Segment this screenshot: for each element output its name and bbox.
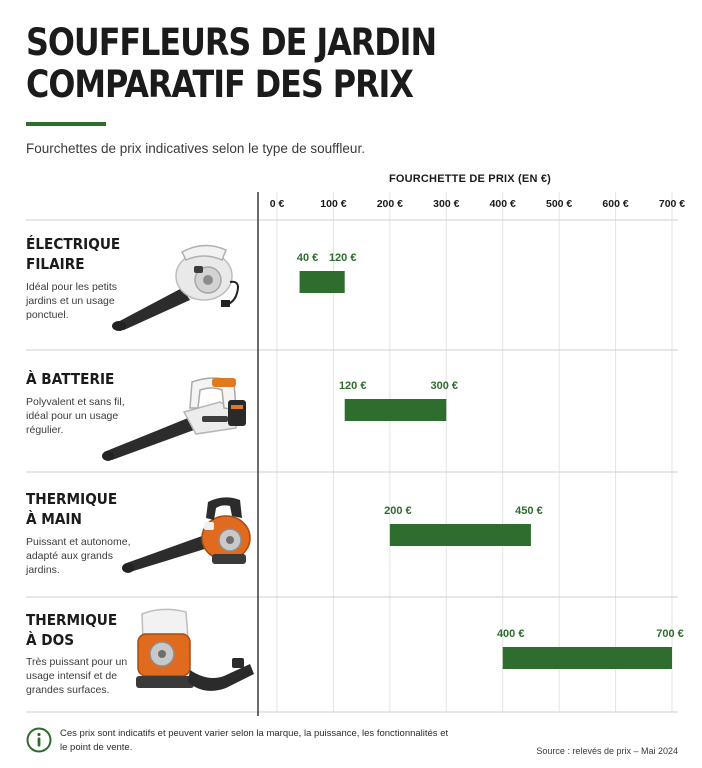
axis-title: FOURCHETTE DE PRIX (EN €) (388, 173, 552, 185)
range-bar (389, 524, 531, 546)
category-label-line: THERMIQUE (26, 611, 118, 629)
tick-label: 0 € (270, 198, 285, 210)
max-price-label: 700 € (656, 628, 684, 640)
category-label-line: THERMIQUE (26, 490, 118, 508)
category-description-gas-handheld: Puissant et autonome, adapté aux grands … (26, 536, 131, 576)
min-price-label: 200 € (384, 505, 412, 517)
min-price-label: 400 € (497, 628, 525, 640)
page-title: SOUFFLEURS DE JARDIN COMPARATIF DES PRIX (26, 21, 437, 106)
category-description-gas-backpack: Très puissant pour un usage intensif et … (26, 656, 128, 696)
subtitle: Fourchettes de prix indicatives selon le… (26, 141, 365, 156)
category-label-line: À BATTERIE (26, 370, 115, 388)
gas-blower-icon (122, 497, 251, 573)
title-accent-bar (26, 122, 106, 126)
category-label-battery: À BATTERIE (26, 369, 114, 389)
electric-blower-icon (112, 244, 239, 331)
tick-label: 400 € (490, 198, 516, 210)
category-label-gas-handheld: THERMIQUE À MAIN (26, 489, 117, 529)
tick-label: 300 € (433, 198, 459, 210)
min-price-label: 120 € (339, 380, 367, 392)
category-label-line: FILAIRE (26, 255, 85, 273)
category-label-line: À DOS (26, 631, 75, 649)
category-label-gas-backpack: THERMIQUE À DOS (26, 610, 117, 650)
source-note: Source : relevés de prix – Mai 2024 (536, 746, 678, 756)
tick-label: 100 € (320, 198, 346, 210)
backpack-blower-icon (136, 608, 254, 691)
range-bar (344, 399, 447, 421)
min-price-label: 40 € (297, 252, 318, 264)
info-icon (26, 727, 52, 753)
range-bar (299, 271, 345, 293)
max-price-label: 300 € (431, 380, 459, 392)
category-description-electric: Idéal pour les petits jardins et un usag… (26, 281, 118, 321)
battery-blower-icon (102, 377, 246, 461)
page-title-line-1: SOUFFLEURS DE JARDIN (26, 21, 437, 64)
tick-label: 200 € (377, 198, 403, 210)
footer-note: Ces prix sont indicatifs et peuvent vari… (60, 728, 449, 753)
category-label-line: ÉLECTRIQUE (26, 235, 121, 253)
category-label-line: À MAIN (26, 510, 82, 528)
page-title-line-2: COMPARATIF DES PRIX (26, 63, 414, 106)
max-price-label: 120 € (329, 252, 357, 264)
category-label-electric: ÉLECTRIQUE FILAIRE (26, 234, 120, 274)
tick-label: 600 € (602, 198, 628, 210)
max-price-label: 450 € (515, 505, 543, 517)
range-bar (502, 647, 672, 669)
category-description-battery: Polyvalent et sans fil, idéal pour un us… (26, 396, 125, 436)
tick-label: 700 € (659, 198, 685, 210)
tick-label: 500 € (546, 198, 572, 210)
